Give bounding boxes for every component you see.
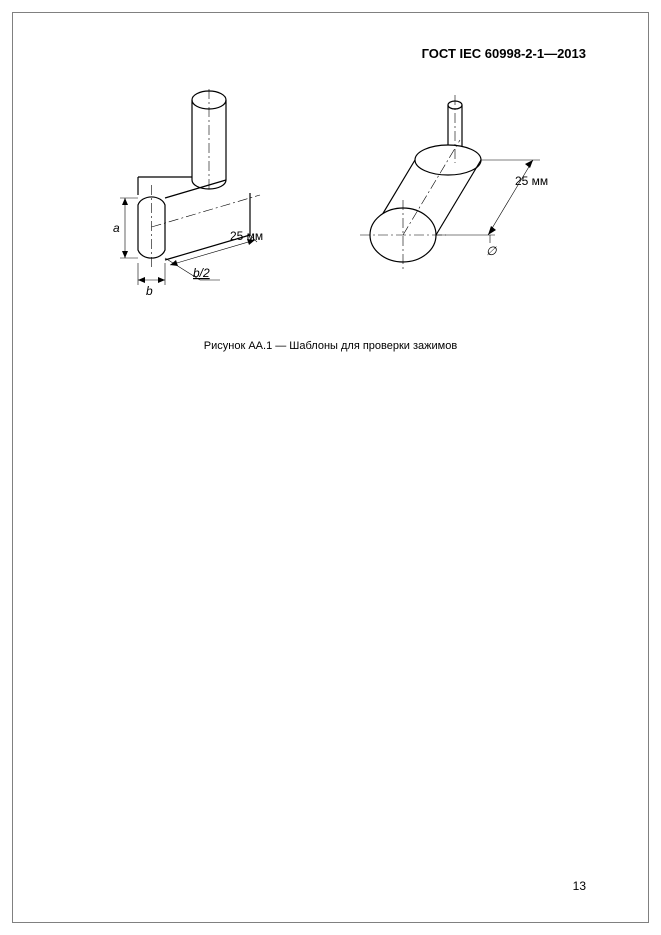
left-length-label: 25 мм (230, 229, 263, 243)
diameter-label: ∅ (486, 244, 497, 258)
right-length-label: 25 мм (515, 174, 548, 188)
document-header: ГОСТ IEC 60998-2-1—2013 (422, 46, 586, 61)
templates-diagram: a b b/2 25 мм (80, 85, 580, 315)
dim-a-label: a (113, 221, 120, 235)
figure-aa1: a b b/2 25 мм (80, 85, 580, 315)
page-number: 13 (573, 877, 586, 895)
left-template: a b b/2 25 мм (113, 89, 263, 298)
standard-code: ГОСТ IEC 60998-2-1—2013 (422, 46, 586, 61)
right-template: 25 мм ∅ (360, 95, 548, 270)
dim-b2-label: b/2 (193, 266, 210, 280)
figure-caption: Рисунок АА.1 — Шаблоны для проверки зажи… (0, 336, 661, 354)
dim-b-label: b (146, 284, 153, 298)
